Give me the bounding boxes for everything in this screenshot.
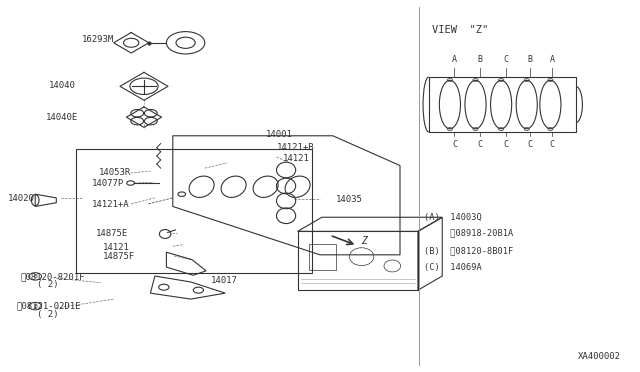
Text: 14035: 14035 — [336, 195, 363, 203]
Text: 16293M: 16293M — [82, 35, 114, 44]
Text: (C)  14069A: (C) 14069A — [424, 263, 481, 272]
Text: 14077P: 14077P — [92, 179, 124, 187]
Text: C: C — [527, 140, 532, 148]
Text: 14875E: 14875E — [96, 229, 128, 238]
Bar — [298, 231, 418, 290]
Text: B: B — [33, 304, 37, 309]
Bar — [429, 77, 576, 132]
Text: 14053R: 14053R — [99, 169, 131, 177]
Text: ⒲08120-8201F: ⒲08120-8201F — [20, 272, 85, 281]
Text: 14040: 14040 — [49, 81, 76, 90]
Text: 14875F: 14875F — [102, 252, 134, 261]
Text: 14020: 14020 — [8, 194, 35, 203]
Text: 14040E: 14040E — [46, 113, 78, 122]
Bar — [76, 149, 312, 273]
Text: ( 2): ( 2) — [37, 280, 59, 289]
Text: ⓝ08918-20B1A: ⓝ08918-20B1A — [424, 228, 513, 237]
Text: (B)  Ⓒ08120-8B01F: (B) Ⓒ08120-8B01F — [424, 247, 513, 256]
Text: B: B — [477, 55, 483, 64]
Text: XA400002: XA400002 — [578, 352, 621, 361]
Text: VIEW  "Z": VIEW "Z" — [432, 25, 488, 35]
Text: A: A — [452, 55, 457, 64]
Text: 14017: 14017 — [211, 276, 238, 285]
Text: C: C — [550, 140, 555, 148]
Text: B: B — [33, 274, 37, 279]
Text: 14121+B: 14121+B — [276, 143, 314, 152]
Text: C: C — [503, 55, 508, 64]
Text: 14121: 14121 — [283, 154, 310, 163]
Text: C: C — [503, 140, 508, 148]
Text: Z: Z — [361, 236, 367, 246]
Text: ⒲08121-02D1E: ⒲08121-02D1E — [17, 302, 81, 311]
Text: B: B — [527, 55, 532, 64]
Text: C: C — [477, 140, 483, 148]
Bar — [309, 244, 336, 270]
Text: C: C — [452, 140, 457, 148]
Text: A: A — [550, 55, 555, 64]
Text: 14121: 14121 — [102, 243, 129, 252]
Text: (A)  14003Q: (A) 14003Q — [424, 213, 481, 222]
Text: 14121+A: 14121+A — [92, 200, 129, 209]
Text: ( 2): ( 2) — [37, 310, 59, 319]
Text: 14001: 14001 — [266, 130, 292, 139]
